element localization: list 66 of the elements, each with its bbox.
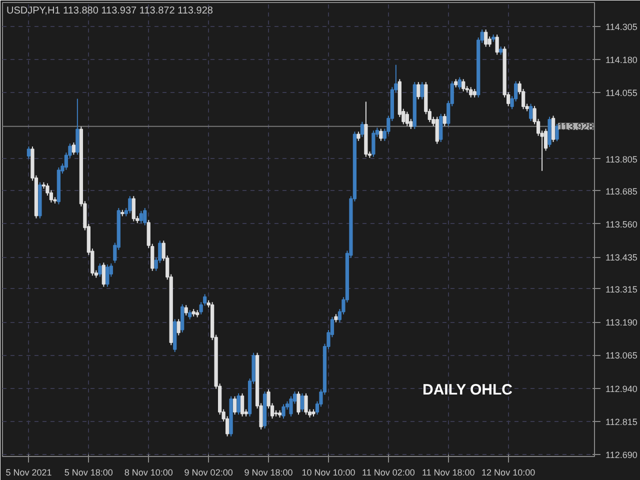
candlestick (289, 396, 293, 417)
y-tick-label: 112.815 (606, 416, 638, 427)
y-tick-label: 113.065 (606, 350, 638, 361)
candlestick (72, 142, 76, 156)
candlestick (296, 391, 300, 416)
annotation: DAILY OHLC (422, 382, 513, 398)
candlestick (102, 262, 106, 288)
candlestick (442, 113, 446, 127)
x-tick-label: 11 Nov 18:00 (422, 468, 475, 478)
chart-title: USDJPY,H1 113.880 113.937 113.872 113.928 (6, 6, 214, 16)
y-tick-label: 112.940 (606, 384, 638, 394)
candlestick (488, 36, 492, 48)
y-tick-label: 113.805 (606, 154, 638, 164)
x-tick-label: 11 Nov 02:00 (362, 468, 415, 478)
candlestick (528, 103, 533, 122)
y-tick-label: 114.180 (606, 55, 638, 66)
candlestick (555, 123, 559, 142)
candlestick (236, 392, 240, 416)
y-tick-label: 113.685 (606, 186, 638, 196)
candlestick (458, 76, 462, 90)
candlestick (176, 318, 180, 336)
candlestick (469, 86, 473, 98)
y-tick-label: 113.560 (606, 219, 638, 230)
candlestick (551, 115, 556, 142)
candlestick (240, 392, 244, 417)
x-tick-label: 10 Nov 10:00 (302, 468, 356, 478)
candlestick (106, 264, 110, 288)
candlestick (420, 82, 424, 100)
y-tick-label: 114.055 (606, 88, 638, 98)
candlestick (462, 78, 466, 92)
candlestick (282, 404, 286, 420)
candlestick (98, 262, 102, 278)
x-tick-label: 9 Nov 02:00 (184, 468, 233, 478)
y-tick-label: 113.315 (606, 284, 638, 294)
y-tick-label: 114.305 (606, 22, 638, 32)
candlestick (180, 304, 184, 333)
candlestick (143, 208, 147, 226)
candlestick (435, 116, 439, 144)
candlestick (26, 146, 31, 160)
ref-line-label: 113.928 (558, 122, 594, 133)
candlestick (379, 128, 383, 142)
x-tick-label: 12 Nov 10:00 (482, 468, 536, 478)
candlestick (372, 130, 376, 158)
candlestick (188, 310, 192, 320)
candlestick (76, 98, 80, 156)
candlestick (439, 113, 443, 142)
x-tick-label: 5 Nov 18:00 (64, 468, 113, 478)
x-tick-label: 5 Nov 2021 (6, 468, 52, 478)
x-tick-label: 8 Nov 10:00 (124, 468, 173, 478)
y-tick-label: 113.190 (606, 318, 638, 328)
y-tick-label: 112.690 (606, 450, 638, 460)
candlestick (300, 392, 304, 412)
candlestick (128, 196, 132, 214)
candlestick (184, 304, 188, 316)
candlestick (360, 121, 364, 138)
candlestick (356, 131, 360, 142)
x-tick-label: 9 Nov 18:00 (244, 468, 293, 478)
candlestick (484, 29, 488, 48)
candlestick (139, 210, 143, 224)
candlestick (232, 396, 237, 416)
candlestick (132, 196, 136, 222)
candlestick (405, 111, 409, 127)
candlestick (304, 392, 308, 416)
y-tick-label: 113.435 (606, 252, 638, 263)
candlestick (495, 34, 499, 56)
candlestick (416, 82, 420, 100)
